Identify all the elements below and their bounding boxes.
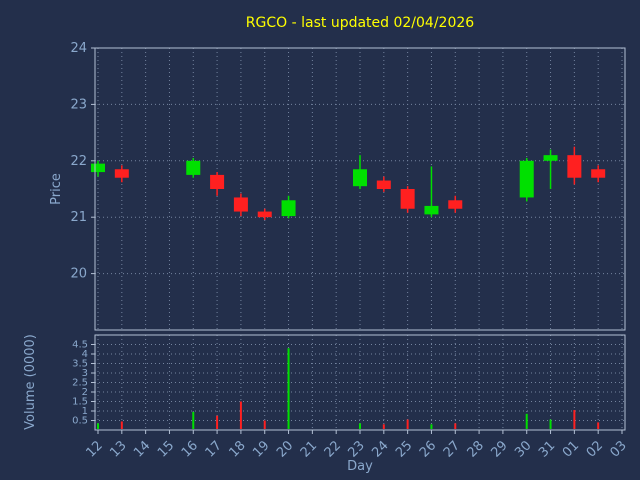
volume-tick-label: 0.5 (72, 416, 88, 427)
volume-panel-border (94, 334, 626, 431)
volume-tick-label: 4.5 (72, 340, 88, 351)
x-tick-label: 13 (107, 438, 129, 460)
x-tick-label: 27 (441, 438, 463, 460)
candle-body (186, 160, 201, 175)
price-tick-label: 20 (70, 267, 87, 282)
volume-tick-label: 3 (82, 368, 88, 379)
x-tick-label: 17 (203, 438, 225, 460)
x-tick-label: 24 (369, 438, 391, 460)
x-tick-label: 25 (393, 438, 415, 460)
volume-tick-label: 1 (82, 406, 88, 417)
x-tick-label: 28 (465, 438, 487, 460)
price-axis-label: Price (49, 173, 64, 205)
candle-body (257, 211, 272, 218)
price-tick-label: 24 (70, 41, 87, 56)
candle-body (400, 189, 415, 209)
x-tick-label: 15 (155, 438, 177, 460)
x-tick-label: 21 (298, 438, 320, 460)
x-tick-label: 20 (274, 438, 296, 460)
x-tick-label: 01 (560, 438, 582, 460)
x-tick-label: 19 (250, 438, 272, 460)
price-panel-border (94, 47, 626, 331)
volume-axis-label: Volume (0000) (23, 334, 38, 430)
candle-body (233, 197, 248, 212)
candle-body (543, 155, 558, 161)
candle-body (114, 169, 129, 178)
volume-tick-label: 4 (82, 349, 88, 360)
x-tick-label: 23 (346, 438, 368, 460)
x-tick-label: 02 (584, 438, 606, 460)
x-tick-label: 30 (512, 438, 534, 460)
price-tick-label: 22 (70, 154, 87, 169)
candle-body (591, 169, 606, 178)
volume-tick-label: 3.5 (72, 359, 88, 370)
price-tick-label: 23 (70, 97, 87, 112)
candle-body (424, 205, 439, 215)
x-tick-label: 18 (226, 438, 248, 460)
candle-body (448, 200, 463, 209)
price-tick-label: 21 (70, 210, 87, 225)
volume-tick-label: 2 (82, 387, 88, 398)
x-tick-label: 14 (131, 438, 153, 460)
plot-layer: 12 13 14 15 16 17 18 19 20 21 22 23 24 25 26 27 28 29 30 31… (70, 41, 629, 461)
candle-body (210, 174, 225, 189)
x-tick-label: 22 (322, 438, 344, 460)
x-axis-label: Day (347, 459, 373, 474)
candle-body (567, 155, 582, 178)
x-tick-label: 26 (417, 438, 439, 460)
candle-body (376, 180, 391, 189)
chart-title: RGCO - last updated 02/04/2026 (246, 15, 474, 31)
x-tick-label: 16 (179, 438, 201, 460)
candle-body (519, 160, 534, 198)
volume-tick-label: 2.5 (72, 378, 88, 389)
candle-body (353, 169, 367, 187)
volume-tick-label: 1.5 (72, 397, 88, 408)
x-tick-label: 29 (488, 438, 510, 460)
x-tick-label: 03 (608, 438, 630, 460)
candle-body (91, 163, 105, 173)
x-tick-label: 12 (84, 438, 106, 460)
x-tick-label: 31 (536, 438, 558, 460)
candle-body (281, 200, 296, 217)
